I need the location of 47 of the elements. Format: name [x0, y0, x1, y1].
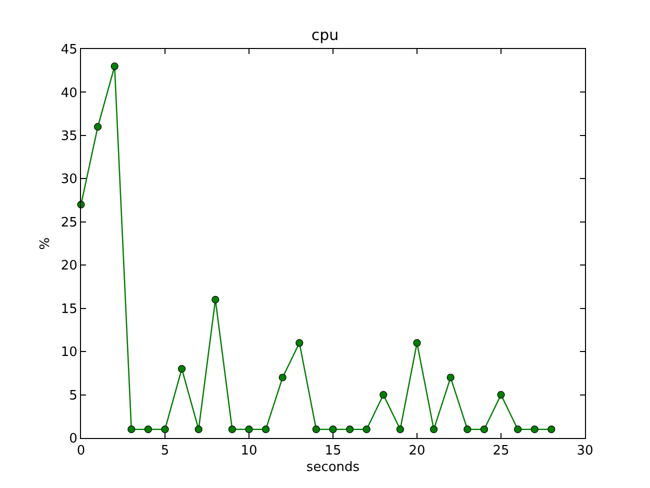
- point: [194, 426, 202, 434]
- point: [413, 339, 421, 347]
- y-axis-title: %: [38, 237, 53, 250]
- point: [128, 426, 136, 434]
- x-axis-title: seconds: [306, 460, 360, 476]
- y-tick-label: 10: [60, 345, 78, 360]
- x-tick-label: 20: [408, 444, 426, 459]
- y-tick-label: 40: [60, 86, 78, 101]
- point: [245, 426, 253, 434]
- y-tick-label: 45: [60, 42, 78, 58]
- chart-title: cpu: [311, 26, 339, 44]
- y-tick-label: 20: [60, 258, 78, 274]
- point: [446, 374, 454, 382]
- point: [161, 426, 169, 434]
- point: [262, 426, 270, 434]
- point: [94, 123, 102, 131]
- point: [228, 426, 236, 434]
- x-tick-label: 25: [492, 444, 510, 459]
- y-tick-label: 0: [69, 432, 78, 447]
- point: [212, 296, 220, 304]
- point: [296, 339, 304, 347]
- point: [278, 374, 286, 382]
- y-tick-label: 35: [60, 128, 78, 144]
- point: [362, 426, 370, 434]
- point: [110, 62, 118, 70]
- point: [178, 365, 186, 373]
- y-tick-label: 5: [69, 388, 78, 404]
- y-tick-label: 25: [60, 215, 78, 230]
- x-tick-label: 5: [160, 444, 170, 459]
- point: [430, 426, 438, 434]
- point: [312, 426, 320, 434]
- x-tick-label: 30: [576, 444, 594, 459]
- y-tick-label: 15: [60, 302, 78, 317]
- y-tick-label: 30: [60, 172, 78, 188]
- x-tick-label: 15: [324, 444, 342, 459]
- point: [497, 390, 505, 399]
- point: [346, 426, 354, 434]
- point: [464, 426, 472, 434]
- point: [396, 426, 404, 434]
- point: [548, 426, 556, 434]
- point: [380, 390, 388, 399]
- point: [144, 426, 152, 434]
- point: [480, 426, 488, 434]
- point: [530, 426, 538, 434]
- point: [329, 426, 337, 434]
- x-tick-label: 10: [240, 444, 258, 459]
- point: [514, 426, 522, 434]
